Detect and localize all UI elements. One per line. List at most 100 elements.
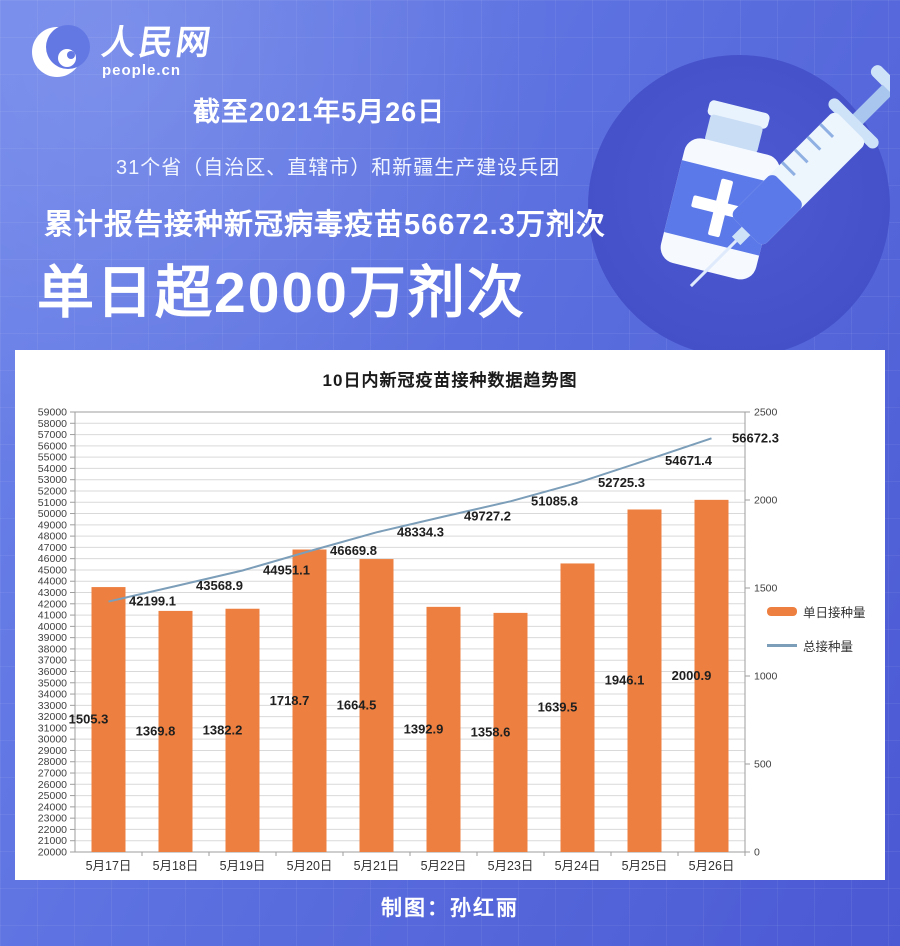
left-axis-label: 39000 bbox=[38, 632, 67, 644]
headline-text: 单日超2000万剂次 bbox=[37, 261, 526, 325]
left-axis-label: 48000 bbox=[38, 531, 67, 543]
daily-doses-bar bbox=[493, 612, 528, 852]
left-axis-label: 37000 bbox=[38, 655, 67, 667]
left-axis-label: 38000 bbox=[38, 643, 67, 655]
left-axis-label: 27000 bbox=[38, 768, 67, 780]
right-axis-label: 0 bbox=[754, 847, 760, 859]
bar-value-label: 1358.6 bbox=[471, 724, 511, 739]
left-axis-label: 54000 bbox=[38, 463, 67, 475]
left-axis-label: 53000 bbox=[38, 474, 67, 486]
left-axis-label: 24000 bbox=[38, 801, 67, 813]
daily-doses-bar bbox=[426, 606, 461, 852]
left-axis-label: 32000 bbox=[38, 711, 67, 723]
left-axis-label: 33000 bbox=[38, 700, 67, 712]
left-axis-label: 42000 bbox=[38, 598, 67, 610]
legend-label: 单日接种量 bbox=[803, 606, 866, 620]
bar-value-label: 2000.9 bbox=[672, 668, 712, 683]
crescent-moon-icon bbox=[32, 25, 90, 77]
left-axis-label: 50000 bbox=[38, 508, 67, 520]
as-of-date-text: 截至2021年5月26日 bbox=[193, 97, 446, 127]
right-axis-label: 1000 bbox=[754, 671, 778, 683]
line-value-label: 51085.8 bbox=[531, 493, 578, 508]
line-value-label: 48334.3 bbox=[397, 524, 444, 539]
chart-legend: 单日接种量总接种量 bbox=[767, 602, 866, 655]
left-axis-label: 59000 bbox=[38, 407, 67, 419]
daily-doses-bar bbox=[627, 509, 662, 852]
daily-doses-bar bbox=[292, 549, 327, 852]
daily-doses-bar bbox=[359, 559, 394, 852]
left-axis-label: 41000 bbox=[38, 610, 67, 622]
vaccination-trend-chart: 2000021000220002300024000250002600027000… bbox=[38, 407, 779, 874]
x-axis-label: 5月21日 bbox=[354, 859, 400, 873]
left-axis-label: 57000 bbox=[38, 429, 67, 441]
left-axis-label: 23000 bbox=[38, 813, 67, 825]
logo-en-text: people.cn bbox=[102, 61, 182, 79]
logo-text: 人民网 people.cn bbox=[99, 23, 216, 79]
left-axis-label: 25000 bbox=[38, 790, 67, 802]
left-axis-label: 20000 bbox=[38, 847, 67, 859]
cumulative-doses-text: 累计报告接种新冠病毒疫苗56672.3万剂次 bbox=[44, 209, 606, 241]
line-value-label: 43568.9 bbox=[196, 578, 243, 593]
x-axis-label: 5月17日 bbox=[86, 859, 132, 873]
left-axis-label: 46000 bbox=[38, 553, 67, 565]
legend-item: 单日接种量 bbox=[767, 602, 866, 621]
legend-bar-swatch bbox=[767, 607, 797, 616]
bar-value-label: 1664.5 bbox=[337, 698, 377, 713]
chart-panel: 20000 21000 22000 23000 24000 25000 26000 27000… bbox=[15, 350, 885, 880]
bar-value-label: 1946.1 bbox=[605, 673, 645, 688]
left-axis-label: 31000 bbox=[38, 722, 67, 734]
left-axis-label: 29000 bbox=[38, 745, 67, 757]
left-axis-label: 21000 bbox=[38, 835, 67, 847]
bar-value-label: 1392.9 bbox=[404, 721, 444, 736]
left-axis-label: 44000 bbox=[38, 576, 67, 588]
line-value-label: 54671.4 bbox=[665, 453, 713, 468]
daily-doses-bar bbox=[694, 499, 729, 852]
line-value-label: 44951.1 bbox=[263, 563, 310, 578]
vaccine-illustration-circle bbox=[588, 55, 890, 357]
left-axis-label: 58000 bbox=[38, 418, 67, 430]
x-axis-label: 5月22日 bbox=[421, 859, 467, 873]
left-axis-label: 52000 bbox=[38, 485, 67, 497]
daily-doses-bar bbox=[91, 587, 126, 852]
x-axis-label: 5月20日 bbox=[287, 859, 333, 873]
left-axis-label: 43000 bbox=[38, 587, 67, 599]
left-axis-label: 49000 bbox=[38, 519, 67, 531]
left-axis-label: 34000 bbox=[38, 689, 67, 701]
left-axis-label: 22000 bbox=[38, 824, 67, 836]
left-axis-label: 40000 bbox=[38, 621, 67, 633]
x-axis-label: 5月18日 bbox=[153, 859, 199, 873]
left-axis-label: 28000 bbox=[38, 756, 67, 768]
x-axis-label: 5月19日 bbox=[220, 859, 266, 873]
left-axis-label: 26000 bbox=[38, 779, 67, 791]
chart-title: 10日内新冠疫苗接种数据趋势图 bbox=[322, 371, 578, 390]
bar-value-label: 1505.3 bbox=[69, 712, 109, 727]
cumulative-doses-line bbox=[108, 437, 712, 603]
vaccine-vial-syringe-icon bbox=[660, 65, 890, 288]
left-axis-label: 35000 bbox=[38, 677, 67, 689]
bar-value-label: 1382.2 bbox=[203, 722, 243, 737]
left-axis-label: 56000 bbox=[38, 440, 67, 452]
daily-doses-bar bbox=[560, 563, 595, 852]
line-value-label: 52725.3 bbox=[598, 475, 645, 490]
right-axis-label: 2500 bbox=[754, 407, 778, 419]
bar-value-label: 1369.8 bbox=[136, 723, 176, 738]
scope-text: 31个省（自治区、直辖市）和新疆生产建设兵团 bbox=[116, 157, 561, 179]
left-axis-label: 36000 bbox=[38, 666, 67, 678]
x-axis-label: 5月25日 bbox=[622, 859, 668, 873]
line-value-label: 56672.3 bbox=[732, 430, 779, 445]
left-axis-label: 55000 bbox=[38, 452, 67, 464]
bar-value-label: 1718.7 bbox=[270, 693, 310, 708]
x-axis-label: 5月24日 bbox=[555, 859, 601, 873]
x-axis-label: 5月26日 bbox=[689, 859, 735, 873]
right-axis-label: 2000 bbox=[754, 495, 778, 507]
daily-doses-bar bbox=[225, 608, 260, 852]
left-axis-label: 45000 bbox=[38, 564, 67, 576]
line-value-label: 42199.1 bbox=[129, 594, 176, 609]
logo-cn-text: 人民网 bbox=[99, 23, 216, 62]
legend-line-swatch bbox=[767, 644, 797, 647]
line-value-label: 46669.8 bbox=[330, 543, 377, 558]
x-axis-label: 5月23日 bbox=[488, 859, 534, 873]
legend-item: 总接种量 bbox=[767, 636, 866, 655]
left-axis-label: 30000 bbox=[38, 734, 67, 746]
